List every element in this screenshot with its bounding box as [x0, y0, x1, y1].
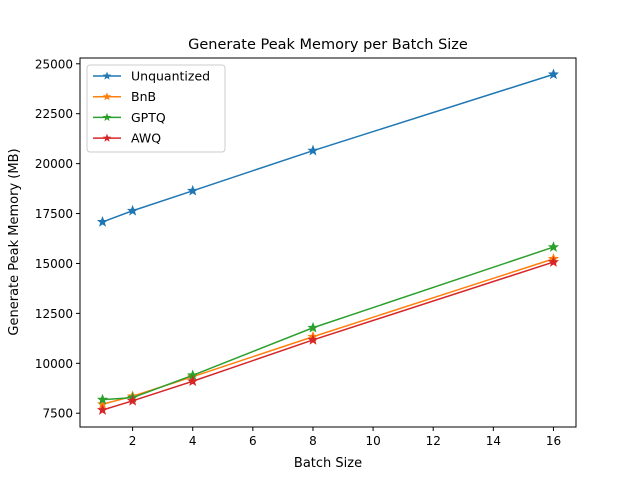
data-point — [96, 216, 109, 227]
data-point — [96, 404, 109, 415]
plot-frame — [79, 57, 577, 428]
x-tick-label: 16 — [546, 434, 561, 448]
legend: Unquantized BnB GPTQ AWQ — [86, 64, 226, 153]
data-point — [187, 184, 199, 196]
y-tick-label: 25000 — [35, 57, 73, 71]
data-point — [547, 241, 560, 252]
data-point — [187, 375, 199, 387]
x-tick-label: 12 — [426, 434, 441, 448]
legend-box — [86, 64, 226, 153]
x-tick-label: 8 — [309, 434, 317, 448]
legend-label: AWQ — [131, 131, 161, 146]
legend-label: GPTQ — [131, 110, 166, 125]
legend-entry: Unquantized — [93, 69, 210, 84]
series-unquantized — [96, 68, 559, 227]
data-point — [126, 394, 139, 406]
legend-marker — [102, 112, 112, 121]
x-tick-label: 14 — [486, 434, 501, 448]
data-point — [126, 204, 139, 216]
x-tick-label: 2 — [129, 434, 137, 448]
data-point — [307, 333, 319, 345]
legend-marker — [102, 92, 112, 101]
x-tick-label: 6 — [249, 434, 257, 448]
data-point — [547, 256, 559, 267]
data-point — [96, 393, 109, 405]
data-point — [547, 68, 559, 80]
legend-marker — [102, 71, 112, 80]
data-point — [307, 144, 319, 156]
legend-entry: GPTQ — [93, 110, 166, 125]
series-awq — [96, 256, 559, 415]
y-tick-label: 10000 — [35, 357, 73, 371]
data-point — [307, 321, 319, 333]
legend-label: Unquantized — [131, 69, 210, 84]
y-tick-label: 22500 — [35, 107, 73, 121]
y-axis-label: Generate Peak Memory (MB) — [7, 148, 22, 335]
legend-entry: BnB — [93, 89, 156, 104]
y-tick-label: 7500 — [42, 407, 73, 421]
y-tick-label: 12500 — [35, 307, 73, 321]
x-axis-label: Batch Size — [294, 456, 362, 471]
y-tick-label: 20000 — [35, 157, 73, 171]
x-tick-label: 4 — [189, 434, 197, 448]
y-tick-label: 15000 — [35, 257, 73, 271]
legend-label: BnB — [131, 89, 156, 104]
y-tick-label: 17500 — [35, 207, 73, 221]
x-tick-label: 10 — [365, 434, 380, 448]
legend-entry: AWQ — [93, 131, 161, 146]
legend-marker — [102, 133, 112, 142]
chart-title: Generate Peak Memory per Batch Size — [188, 37, 468, 53]
